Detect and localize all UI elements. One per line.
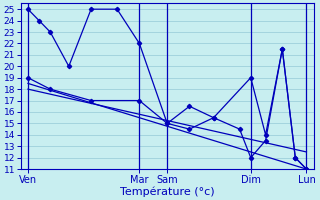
X-axis label: Température (°c): Température (°c) [120,186,214,197]
